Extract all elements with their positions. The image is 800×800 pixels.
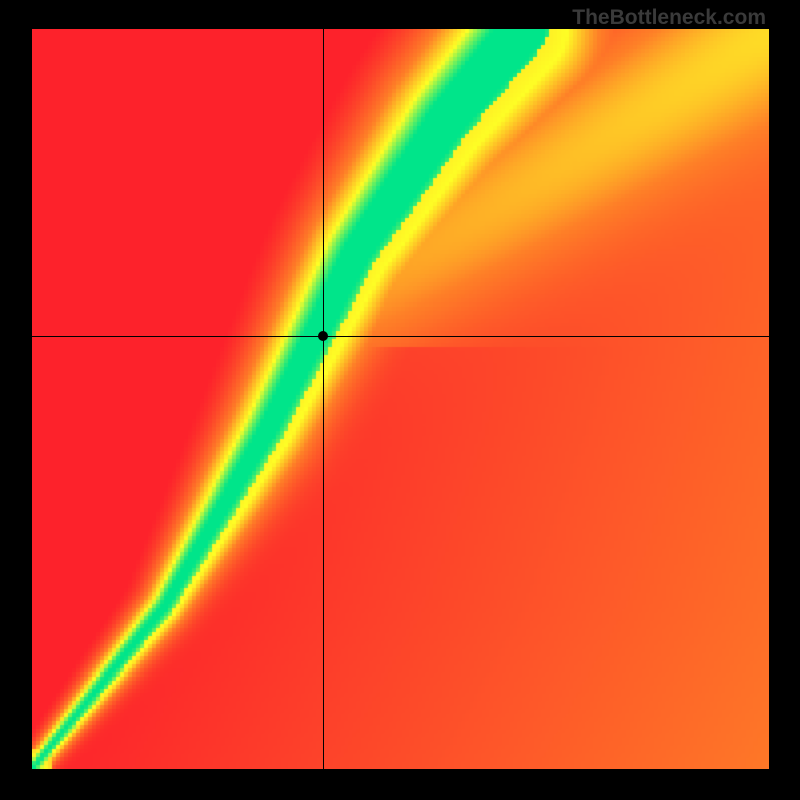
- crosshair-marker: [318, 331, 328, 341]
- heatmap-plot: [32, 29, 769, 769]
- heatmap-canvas: [32, 29, 769, 769]
- watermark-text: TheBottleneck.com: [572, 6, 766, 30]
- crosshair-vertical: [323, 29, 324, 769]
- crosshair-horizontal: [32, 336, 769, 337]
